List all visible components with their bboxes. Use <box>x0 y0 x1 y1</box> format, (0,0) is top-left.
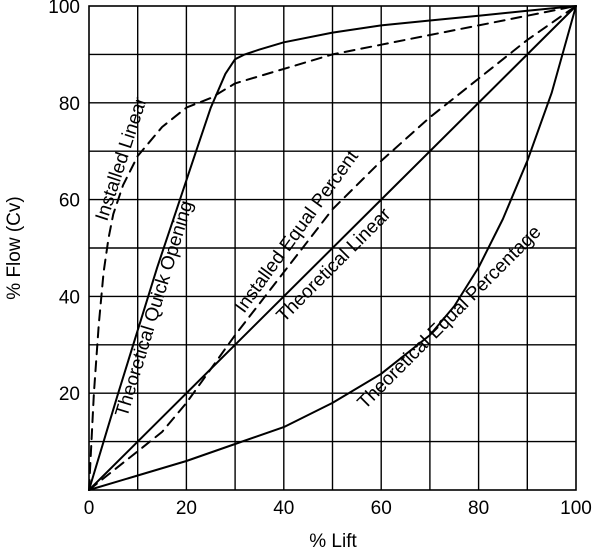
y-tick-label: 80 <box>59 94 80 115</box>
y-tick-label: 20 <box>59 384 80 405</box>
y-tick-label: 60 <box>59 191 80 212</box>
y-axis-title: % Flow (Cv) <box>4 196 25 299</box>
x-tick-label: 60 <box>371 498 392 519</box>
curve-label-installed-linear: Installed Linear <box>92 94 152 224</box>
curve-labels: Installed Linear Theoretical Quick Openi… <box>92 94 546 420</box>
series-line-installed-equal-percent <box>88 5 577 491</box>
series-line-theoretical-equal-percentage <box>88 5 577 491</box>
x-tick-label: 100 <box>560 498 592 519</box>
series-line-theoretical-quick-opening <box>88 5 577 491</box>
tick-labels: 0 20 40 60 80 100 20 40 60 80 100 <box>48 0 592 519</box>
series-layer <box>88 5 577 491</box>
curve-label-theoretical-equal-percentage: Theoretical Equal Percentage <box>354 222 546 414</box>
x-tick-label: 0 <box>84 498 95 519</box>
series-line-theoretical-linear <box>88 5 577 491</box>
y-tick-label: 40 <box>59 287 80 308</box>
x-axis-title: % Lift <box>309 531 357 552</box>
x-tick-label: 40 <box>273 498 294 519</box>
x-tick-label: 80 <box>468 498 489 519</box>
y-tick-label: 100 <box>48 0 80 18</box>
curve-label-theoretical-quick-opening: Theoretical Quick Opening <box>112 198 198 419</box>
series-line-installed-linear <box>88 5 577 491</box>
x-tick-label: 20 <box>176 498 197 519</box>
plot-frame <box>88 5 577 491</box>
